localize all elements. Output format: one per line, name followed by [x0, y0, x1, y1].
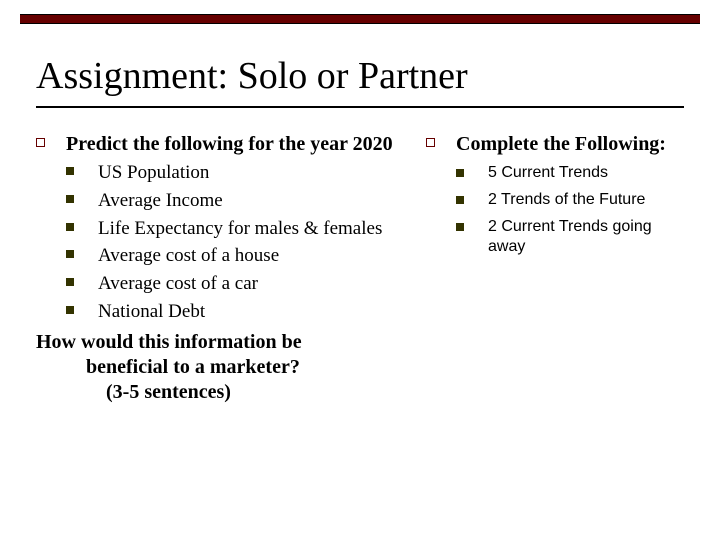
hollow-square-icon [36, 138, 45, 147]
closing-line: (3-5 sentences) [36, 380, 406, 405]
filled-square-icon [66, 195, 74, 203]
title-region: Assignment: Solo or Partner [36, 54, 684, 108]
list-item-text: Average Income [98, 189, 406, 213]
list-item: 2 Trends of the Future [456, 190, 684, 211]
filled-square-icon [66, 167, 74, 175]
right-heading: Complete the Following: [456, 132, 684, 157]
list-item-text: Average cost of a car [98, 272, 406, 296]
right-heading-item: Complete the Following: [426, 132, 684, 157]
list-item: Life Expectancy for males & females [66, 217, 406, 241]
filled-square-icon [456, 169, 464, 177]
filled-square-icon [66, 250, 74, 258]
closing-line: beneficial to a marketer? [36, 355, 406, 380]
list-item-text: 2 Trends of the Future [488, 190, 684, 211]
left-column: Predict the following for the year 2020 … [36, 132, 406, 405]
list-item: Average cost of a house [66, 244, 406, 268]
list-item-text: 2 Current Trends going away [488, 217, 684, 259]
content-region: Predict the following for the year 2020 … [36, 132, 684, 405]
list-item-text: Life Expectancy for males & females [98, 217, 406, 241]
left-heading-item: Predict the following for the year 2020 [36, 132, 406, 157]
closing-line: How would this information be [36, 330, 406, 355]
list-item: Average Income [66, 189, 406, 213]
list-item-text: US Population [98, 161, 406, 185]
filled-square-icon [66, 278, 74, 286]
filled-square-icon [66, 223, 74, 231]
list-item-text: Average cost of a house [98, 244, 406, 268]
closing-question: How would this information be beneficial… [36, 330, 406, 405]
list-item: National Debt [66, 300, 406, 324]
slide-title: Assignment: Solo or Partner [36, 54, 684, 104]
title-underline [36, 106, 684, 108]
list-item-text: 5 Current Trends [488, 163, 684, 184]
right-column: Complete the Following: 5 Current Trends… [426, 132, 684, 405]
filled-square-icon [456, 223, 464, 231]
accent-bar [20, 14, 700, 24]
filled-square-icon [66, 306, 74, 314]
hollow-square-icon [426, 138, 435, 147]
filled-square-icon [456, 196, 464, 204]
list-item: US Population [66, 161, 406, 185]
list-item-text: National Debt [98, 300, 406, 324]
left-heading: Predict the following for the year 2020 [66, 132, 406, 157]
list-item: 5 Current Trends [456, 163, 684, 184]
list-item: 2 Current Trends going away [456, 217, 684, 259]
list-item: Average cost of a car [66, 272, 406, 296]
